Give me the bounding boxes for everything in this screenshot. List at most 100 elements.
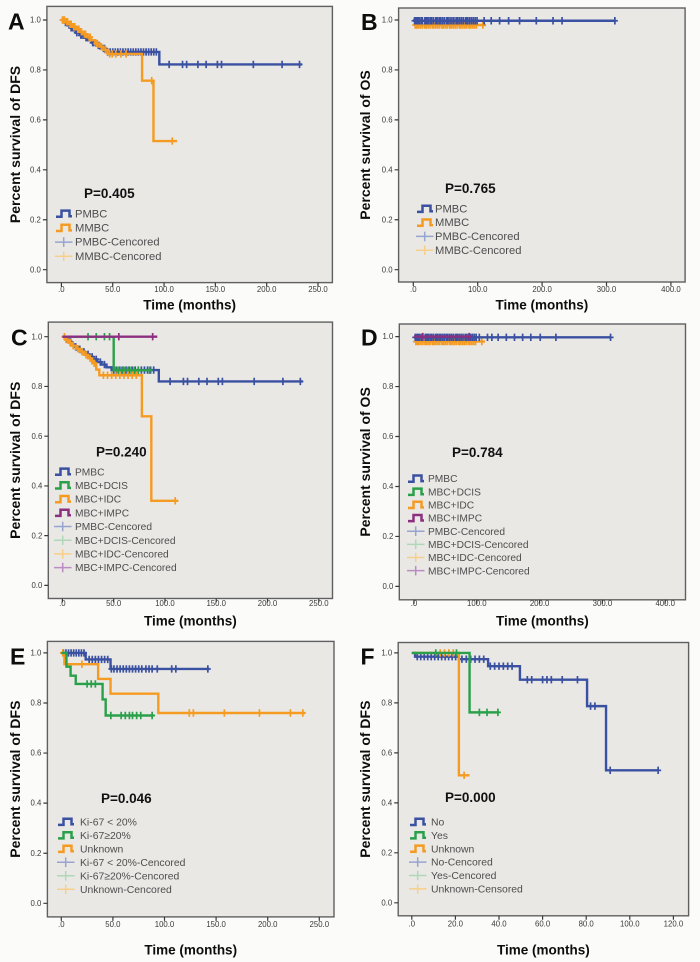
- svg-text:P=0.000: P=0.000: [445, 790, 496, 805]
- svg-text:Yes-Cencored: Yes-Cencored: [431, 871, 497, 882]
- svg-text:PMBC-Cencored: PMBC-Cencored: [435, 231, 520, 243]
- svg-text:150.0: 150.0: [206, 599, 226, 608]
- svg-text:0.2: 0.2: [30, 215, 41, 224]
- svg-text:MBC+IMPC: MBC+IMPC: [75, 508, 129, 519]
- svg-text:MMBC: MMBC: [435, 217, 469, 229]
- svg-text:200.0: 200.0: [258, 920, 278, 929]
- svg-text:0.8: 0.8: [382, 66, 393, 75]
- svg-text:C: C: [11, 325, 28, 351]
- svg-text:Percent survival of DFS: Percent survival of DFS: [357, 701, 373, 858]
- svg-text:Percent survival of OS: Percent survival of OS: [357, 387, 373, 536]
- svg-text:100.0: 100.0: [154, 285, 174, 294]
- svg-text:0.6: 0.6: [382, 432, 393, 441]
- svg-text:F: F: [361, 644, 375, 670]
- svg-text:Ki-67 < 20%: Ki-67 < 20%: [80, 817, 137, 828]
- svg-text:250.0: 250.0: [308, 285, 328, 294]
- svg-text:Time (months): Time (months): [497, 943, 590, 958]
- svg-text:Ki-67≥20%-Cencored: Ki-67≥20%-Cencored: [80, 871, 179, 882]
- svg-text:MMBC-Cencored: MMBC-Cencored: [75, 251, 161, 263]
- svg-text:P=0.765: P=0.765: [445, 181, 496, 196]
- svg-text:1.0: 1.0: [31, 332, 43, 341]
- svg-text:No: No: [431, 818, 445, 829]
- svg-text:MBC+DCIS: MBC+DCIS: [75, 481, 128, 492]
- svg-text:120.0: 120.0: [664, 920, 684, 929]
- svg-text:MBC+IMPC: MBC+IMPC: [428, 514, 482, 525]
- svg-text:D: D: [361, 325, 378, 351]
- svg-text:MBC+IDC-Cencored: MBC+IDC-Cencored: [75, 550, 169, 561]
- svg-text:0.4: 0.4: [382, 482, 394, 491]
- svg-text:0.8: 0.8: [31, 699, 42, 708]
- svg-text:B: B: [361, 9, 378, 35]
- svg-text:0.0: 0.0: [382, 582, 394, 591]
- svg-text:PMBC-Cencored: PMBC-Cencored: [75, 522, 152, 533]
- svg-text:P=0.046: P=0.046: [101, 791, 152, 806]
- svg-text:300.0: 300.0: [597, 285, 617, 294]
- svg-text:Unknown: Unknown: [431, 844, 475, 855]
- svg-text:150.0: 150.0: [206, 920, 226, 929]
- svg-text:.0: .0: [409, 920, 416, 929]
- svg-text:0.6: 0.6: [30, 115, 41, 124]
- svg-text:P=0.784: P=0.784: [452, 445, 503, 460]
- svg-text:0.4: 0.4: [30, 165, 42, 174]
- svg-text:0.2: 0.2: [381, 848, 392, 857]
- svg-text:250.0: 250.0: [310, 920, 330, 929]
- svg-text:Time (months): Time (months): [144, 943, 237, 958]
- svg-text:Percent survival of DFS: Percent survival of DFS: [7, 382, 23, 539]
- svg-text:0.4: 0.4: [381, 798, 393, 807]
- svg-text:100.0: 100.0: [620, 920, 640, 929]
- svg-text:400.0: 400.0: [655, 599, 675, 608]
- svg-text:1.0: 1.0: [31, 649, 43, 658]
- svg-text:PMBC: PMBC: [428, 474, 457, 485]
- svg-text:100.0: 100.0: [468, 285, 488, 294]
- svg-text:Unknown-Censored: Unknown-Censored: [431, 885, 523, 896]
- svg-text:200.0: 200.0: [257, 285, 277, 294]
- svg-text:0.2: 0.2: [31, 531, 42, 540]
- svg-text:Time (months): Time (months): [496, 614, 589, 629]
- svg-text:50.0: 50.0: [105, 285, 121, 294]
- svg-text:.0: .0: [58, 285, 65, 294]
- svg-text:100.0: 100.0: [467, 599, 487, 608]
- svg-text:40.0: 40.0: [491, 920, 507, 929]
- svg-text:.0: .0: [58, 920, 65, 929]
- svg-text:0.0: 0.0: [381, 898, 393, 907]
- svg-text:0.6: 0.6: [381, 748, 392, 757]
- svg-text:1.0: 1.0: [382, 332, 394, 341]
- svg-text:Time (months): Time (months): [143, 298, 236, 313]
- svg-text:0.4: 0.4: [31, 482, 43, 491]
- svg-text:Time (months): Time (months): [495, 298, 588, 313]
- svg-text:300.0: 300.0: [593, 599, 613, 608]
- svg-text:0.6: 0.6: [382, 115, 393, 124]
- svg-text:P=0.240: P=0.240: [96, 445, 147, 460]
- svg-text:0.8: 0.8: [382, 382, 393, 391]
- svg-text:Time (months): Time (months): [144, 614, 237, 629]
- svg-text:0.0: 0.0: [30, 265, 42, 274]
- svg-text:80.0: 80.0: [579, 920, 595, 929]
- svg-text:50.0: 50.0: [105, 920, 121, 929]
- svg-text:E: E: [10, 644, 25, 670]
- svg-text:MBC+IDC: MBC+IDC: [75, 495, 121, 506]
- svg-text:MBC+IMPC-Cencored: MBC+IMPC-Cencored: [428, 566, 530, 577]
- svg-text:No-Cencored: No-Cencored: [431, 858, 493, 869]
- svg-text:0.6: 0.6: [31, 749, 42, 758]
- svg-text:0.8: 0.8: [30, 66, 41, 75]
- svg-text:A: A: [8, 9, 25, 35]
- svg-text:PMBC: PMBC: [435, 203, 467, 215]
- svg-text:Yes: Yes: [431, 831, 448, 842]
- svg-text:50.0: 50.0: [106, 599, 122, 608]
- svg-text:0.0: 0.0: [31, 899, 43, 908]
- svg-text:0.0: 0.0: [382, 265, 394, 274]
- svg-text:MMBC: MMBC: [75, 223, 109, 235]
- svg-text:.0: .0: [59, 599, 66, 608]
- svg-text:MBC+IMPC-Cencored: MBC+IMPC-Cencored: [75, 563, 177, 574]
- svg-text:P=0.405: P=0.405: [84, 186, 135, 201]
- svg-text:0.2: 0.2: [382, 215, 393, 224]
- svg-text:250.0: 250.0: [309, 599, 329, 608]
- svg-text:Unknown-Cencored: Unknown-Cencored: [80, 885, 172, 896]
- svg-text:200.0: 200.0: [258, 599, 278, 608]
- svg-text:0.4: 0.4: [31, 799, 43, 808]
- svg-text:MBC+DCIS-Cencored: MBC+DCIS-Cencored: [428, 540, 529, 551]
- svg-text:0.2: 0.2: [31, 849, 42, 858]
- svg-text:PMBC-Cencored: PMBC-Cencored: [428, 527, 505, 538]
- svg-text:100.0: 100.0: [155, 599, 175, 608]
- svg-text:PMBC: PMBC: [75, 467, 104, 478]
